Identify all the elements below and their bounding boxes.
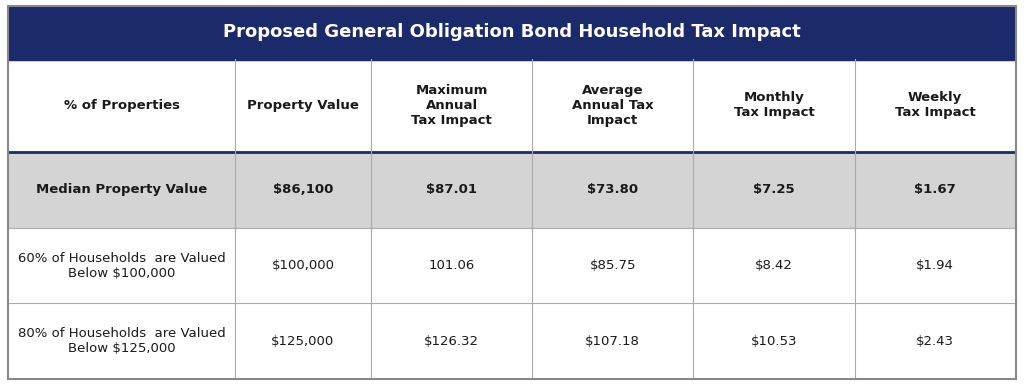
Text: Monthly
Tax Impact: Monthly Tax Impact xyxy=(733,92,814,119)
Text: $8.42: $8.42 xyxy=(755,259,793,272)
Bar xyxy=(8,152,1016,228)
Text: 60% of Households  are Valued
Below $100,000: 60% of Households are Valued Below $100,… xyxy=(17,251,225,280)
Text: Maximum
Annual
Tax Impact: Maximum Annual Tax Impact xyxy=(412,84,492,127)
Text: Average
Annual Tax
Impact: Average Annual Tax Impact xyxy=(572,84,653,127)
Bar xyxy=(8,303,1016,379)
Text: $126.32: $126.32 xyxy=(424,335,479,348)
Text: $1.67: $1.67 xyxy=(914,183,956,196)
Text: 101.06: 101.06 xyxy=(428,259,475,272)
Text: $1.94: $1.94 xyxy=(916,259,954,272)
Text: $85.75: $85.75 xyxy=(590,259,636,272)
Bar xyxy=(8,6,1016,59)
Text: 80% of Households  are Valued
Below $125,000: 80% of Households are Valued Below $125,… xyxy=(17,327,225,355)
Bar xyxy=(8,228,1016,303)
Text: $7.25: $7.25 xyxy=(754,183,795,196)
Text: Median Property Value: Median Property Value xyxy=(36,183,207,196)
Text: Weekly
Tax Impact: Weekly Tax Impact xyxy=(895,92,976,119)
Text: $125,000: $125,000 xyxy=(271,335,335,348)
Text: $2.43: $2.43 xyxy=(916,335,954,348)
Text: % of Properties: % of Properties xyxy=(63,99,179,112)
Text: Proposed General Obligation Bond Household Tax Impact: Proposed General Obligation Bond Househo… xyxy=(223,23,801,42)
Text: $86,100: $86,100 xyxy=(272,183,333,196)
Text: $100,000: $100,000 xyxy=(271,259,335,272)
Bar xyxy=(8,59,1016,152)
Text: $10.53: $10.53 xyxy=(751,335,798,348)
Text: $87.01: $87.01 xyxy=(426,183,477,196)
Text: $73.80: $73.80 xyxy=(587,183,638,196)
Text: Property Value: Property Value xyxy=(247,99,358,112)
Text: $107.18: $107.18 xyxy=(586,335,640,348)
